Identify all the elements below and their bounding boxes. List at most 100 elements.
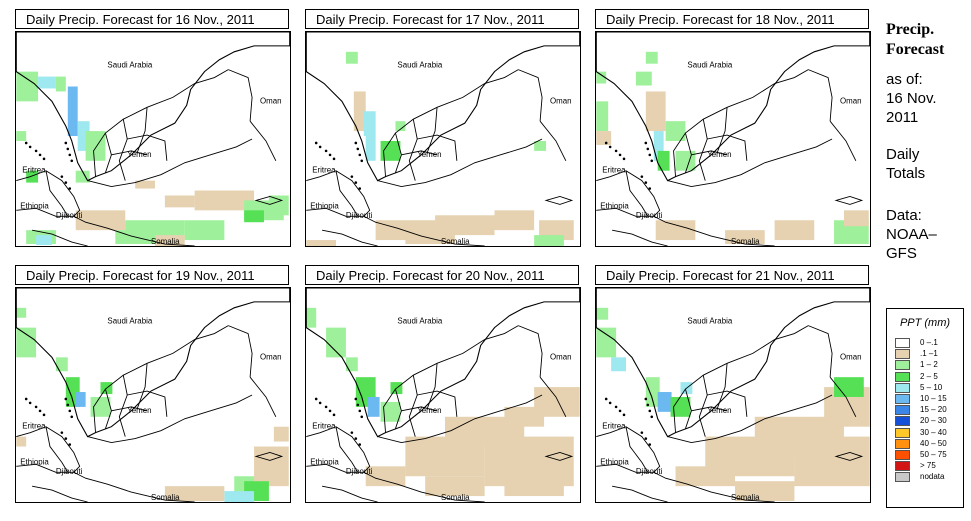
border-line: [653, 471, 775, 502]
panel-title: Daily Precip. Forecast for 17 Nov., 2011: [305, 9, 579, 29]
map-label-ethiopia: Ethiopia: [600, 201, 629, 210]
border-line: [16, 170, 81, 217]
precip-cell: [268, 195, 289, 216]
border-line: [596, 170, 661, 217]
precip-cell: [611, 357, 626, 372]
legend-swatch: [895, 461, 910, 472]
precip-cell: [380, 140, 401, 161]
island-dot: [618, 409, 622, 413]
precip-cell: [345, 51, 358, 64]
precip-map: Saudi Arabia Oman Yemen Eritrea Ethiopia Djib…: [305, 287, 581, 503]
map-label-oman: Oman: [550, 352, 572, 361]
map-label-yemen: Yemen: [127, 150, 151, 159]
border-line: [73, 215, 195, 246]
precip-cell: [645, 377, 660, 407]
map-label-yemen: Yemen: [417, 406, 441, 415]
map-label-eritrea: Eritrea: [602, 422, 626, 431]
island-dot: [64, 397, 68, 401]
sidebar-title-line1: Precip.: [886, 21, 935, 38]
island-dot: [650, 415, 654, 419]
map-label-yemen: Yemen: [707, 406, 731, 415]
precip-cell: [55, 357, 68, 372]
country-border: [16, 288, 290, 438]
island-dot: [68, 443, 72, 446]
precip-cell: [306, 240, 336, 246]
legend-swatch: [895, 393, 910, 404]
island-dot: [70, 159, 74, 163]
island-dot: [354, 397, 358, 401]
map-label-djibouti: Djibouti: [346, 211, 373, 220]
precip-cell: [657, 392, 672, 412]
map-label-somalia: Somalia: [441, 493, 470, 502]
precip-cell: [244, 210, 264, 223]
border-line: [45, 170, 69, 217]
map-label-ethiopia: Ethiopia: [600, 457, 629, 466]
panel-title: Daily Precip. Forecast for 19 Nov., 2011: [15, 265, 289, 285]
island-dot: [608, 145, 612, 149]
country-border: [306, 32, 580, 182]
panel-title: Daily Precip. Forecast for 16 Nov., 2011: [15, 9, 289, 29]
map-label-eritrea: Eritrea: [312, 422, 336, 431]
island-dot: [70, 415, 74, 419]
border-line: [707, 134, 748, 161]
border-line: [377, 138, 543, 188]
island-dot: [358, 409, 362, 413]
legend-row: 1 – 2: [887, 359, 963, 371]
border-line: [254, 451, 284, 461]
border-line: [612, 229, 668, 246]
legend-swatch: [895, 349, 910, 360]
border-line: [254, 195, 284, 205]
island-dot: [644, 141, 648, 145]
border-line: [127, 390, 168, 417]
border-line: [698, 119, 708, 181]
border-line: [834, 195, 864, 205]
island-dot: [614, 405, 618, 409]
legend-label: 40 – 50: [920, 438, 947, 448]
border-line: [322, 229, 378, 246]
precip-cell: [848, 456, 869, 477]
border-line: [136, 107, 148, 154]
island-dot: [318, 401, 322, 405]
precip-cell: [405, 436, 485, 477]
island-dot: [24, 397, 28, 401]
legend-label: 0 –.1: [920, 338, 938, 347]
precip-cell: [135, 180, 155, 189]
map-label-yemen: Yemen: [127, 406, 151, 415]
island-dot: [648, 443, 652, 446]
border-line: [716, 363, 728, 410]
forecast-panel: Daily Precip. Forecast for 20 Nov., 2011…: [305, 265, 581, 503]
precip-cell: [675, 466, 735, 487]
legend-swatch: [895, 405, 910, 416]
border-line: [383, 325, 519, 433]
border-line: [426, 363, 438, 410]
legend-swatch: [895, 438, 910, 449]
map-label-djibouti: Djibouti: [346, 467, 373, 476]
sidebar-asof-line1: as of:: [886, 71, 923, 88]
precip-cell: [774, 220, 815, 241]
island-dot: [332, 157, 336, 161]
map-label-djibouti: Djibouti: [56, 211, 83, 220]
precip-cell: [725, 230, 765, 245]
precip-cell: [734, 481, 795, 502]
island-dot: [324, 405, 328, 409]
precip-cell: [306, 307, 317, 328]
border-line: [808, 325, 833, 378]
precip-cell: [326, 327, 346, 358]
precip-cell: [254, 446, 289, 487]
legend-swatch: [895, 449, 910, 460]
map-label-eritrea: Eritrea: [312, 166, 336, 175]
island-dot: [646, 147, 650, 151]
border-line: [335, 426, 359, 473]
map-label-somalia: Somalia: [731, 237, 760, 246]
border-line: [691, 150, 728, 156]
precip-cell: [405, 230, 455, 245]
legend-row: 30 – 40: [887, 427, 963, 438]
island-dot: [328, 153, 332, 157]
island-dot: [648, 409, 652, 413]
map-label-ethiopia: Ethiopia: [310, 201, 339, 210]
precip-cell: [273, 426, 289, 442]
border-line: [228, 325, 253, 378]
island-dot: [28, 401, 32, 405]
precip-map-svg: Saudi Arabia Oman Yemen Eritrea Ethiopia Djib…: [306, 288, 580, 502]
border-line: [105, 132, 112, 173]
